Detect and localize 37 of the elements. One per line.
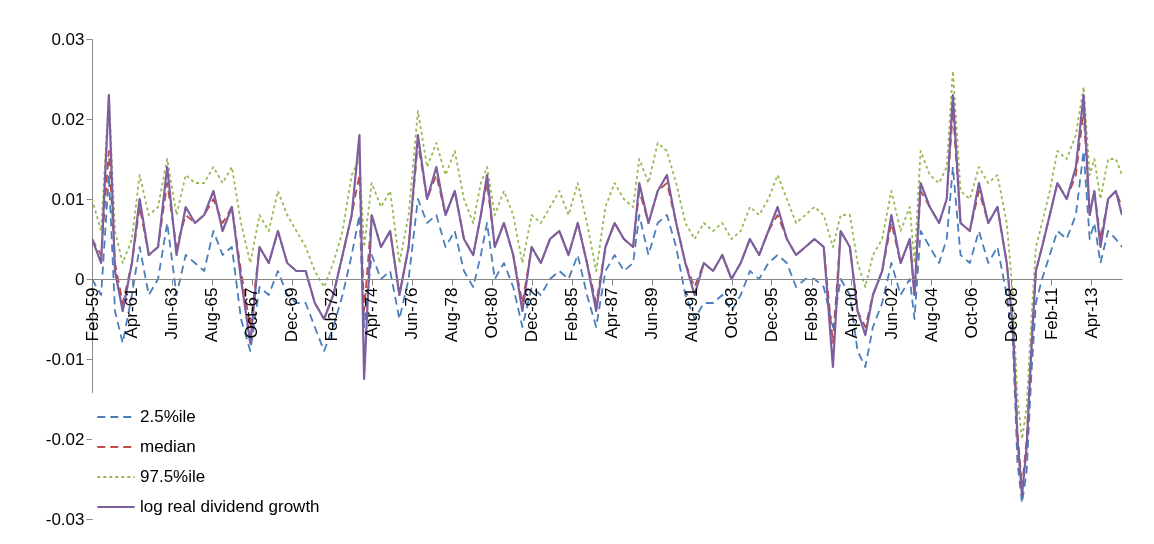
legend-label: 2.5%ile bbox=[140, 407, 196, 426]
x-tick-label: Aug-65 bbox=[202, 287, 222, 343]
legend-label: log real dividend growth bbox=[140, 497, 320, 516]
x-tick-label: Aug-04 bbox=[921, 287, 941, 343]
x-tick-label: Jun-89 bbox=[642, 287, 662, 340]
x-tick-label: Dec-82 bbox=[522, 287, 542, 343]
x-tick-label: Apr-87 bbox=[602, 287, 622, 339]
x-tick-label: Apr-13 bbox=[1081, 287, 1101, 339]
x-tick-label: Oct-67 bbox=[242, 287, 262, 339]
x-tick-label: Feb-85 bbox=[562, 287, 582, 342]
x-tick-label: Aug-78 bbox=[442, 287, 462, 343]
y-tick-label: 0.01 bbox=[51, 189, 85, 209]
x-tick-label: Oct-80 bbox=[482, 287, 502, 339]
x-tick-label: Feb-98 bbox=[802, 287, 822, 342]
x-tick-label: Aug-91 bbox=[682, 287, 701, 343]
legend-label: 97.5%ile bbox=[140, 467, 206, 486]
x-tick-label: Oct-06 bbox=[961, 287, 981, 339]
legend-label: median bbox=[140, 437, 196, 456]
y-tick-label: -0.02 bbox=[45, 429, 85, 449]
x-tick-label: Jun-63 bbox=[162, 287, 182, 340]
x-tick-label: Dec-08 bbox=[1001, 287, 1021, 343]
x-tick-label: Feb-11 bbox=[1041, 287, 1061, 341]
y-tick-label: -0.03 bbox=[45, 509, 85, 529]
x-tick-label: Jun-02 bbox=[881, 287, 901, 340]
x-tick-label: Feb-59 bbox=[82, 287, 102, 342]
y-tick-label: 0 bbox=[75, 269, 85, 289]
x-tick-label: Apr-74 bbox=[362, 287, 382, 339]
y-tick-label: 0.02 bbox=[51, 109, 85, 129]
y-tick-label: 0.03 bbox=[51, 29, 85, 49]
x-tick-label: Dec-69 bbox=[282, 287, 302, 343]
x-tick-label: Apr-00 bbox=[841, 287, 861, 339]
y-tick-label: -0.01 bbox=[45, 349, 85, 369]
x-tick-label: Jun-76 bbox=[402, 287, 422, 340]
x-tick-label: Dec-95 bbox=[761, 287, 781, 343]
x-tick-label: Oct-93 bbox=[722, 287, 742, 339]
x-tick-label: Feb-72 bbox=[322, 287, 342, 342]
x-tick-label: Apr-61 bbox=[122, 287, 142, 339]
